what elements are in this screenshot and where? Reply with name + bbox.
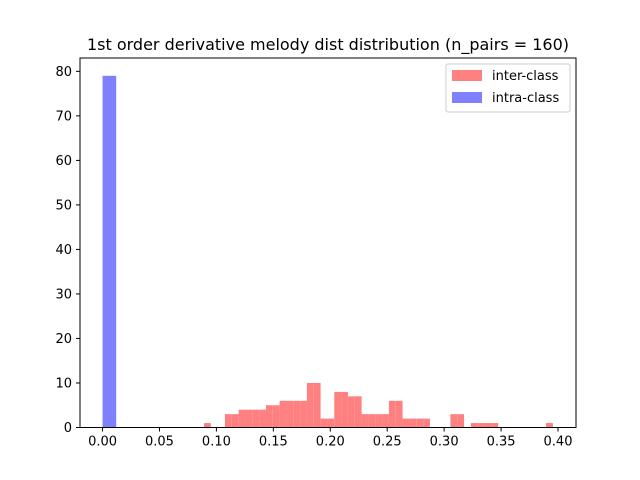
bar-inter-class-10 — [286, 400, 294, 428]
bar-inter-class-32 — [457, 414, 465, 428]
bar-inter-class-4 — [245, 409, 253, 428]
bar-inter-class-26 — [395, 400, 403, 428]
x-tick-label-3: 0.15 — [259, 435, 288, 450]
bar-inter-class-37 — [546, 423, 553, 428]
bar-inter-class-20 — [354, 396, 362, 428]
legend-swatch-inter-class — [452, 70, 482, 81]
bar-inter-class-11 — [293, 400, 301, 428]
y-tick-label-6: 60 — [55, 154, 72, 169]
y-tick-label-3: 30 — [55, 287, 72, 302]
bar-inter-class-31 — [450, 414, 458, 428]
y-tick-label-4: 40 — [55, 243, 72, 258]
bar-inter-class-22 — [368, 414, 376, 428]
y-tick-label-7: 70 — [55, 109, 72, 124]
bar-inter-class-3 — [238, 409, 246, 428]
bar-inter-class-34 — [477, 423, 485, 428]
bar-inter-class-30 — [423, 418, 430, 428]
bar-intra-class-0 — [102, 75, 117, 428]
bars-layer — [102, 75, 553, 428]
y-tick-label-1: 10 — [55, 376, 72, 391]
x-tick-label-2: 0.10 — [202, 435, 231, 450]
legend: inter-class intra-class — [445, 63, 571, 113]
bar-inter-class-14 — [313, 382, 321, 428]
bar-inter-class-12 — [300, 400, 307, 428]
bar-inter-class-25 — [388, 400, 396, 428]
x-tick-label-6: 0.30 — [430, 435, 459, 450]
x-tick-label-1: 0.05 — [145, 435, 174, 450]
bar-inter-class-9 — [279, 400, 287, 428]
bar-inter-class-5 — [252, 409, 260, 428]
y-tick-label-0: 0 — [64, 421, 72, 436]
plot-frame — [79, 57, 577, 428]
y-tick-label-2: 20 — [55, 332, 72, 347]
bar-inter-class-13 — [306, 382, 314, 428]
bar-inter-class-21 — [361, 414, 369, 428]
bar-inter-class-28 — [409, 418, 417, 428]
bar-inter-class-23 — [375, 414, 383, 428]
x-tick-label-7: 0.35 — [487, 435, 516, 450]
y-tick-label-5: 50 — [55, 198, 72, 213]
x-tick-label-4: 0.20 — [316, 435, 345, 450]
y-tick-label-8: 80 — [55, 65, 72, 80]
x-tick-label-5: 0.25 — [373, 435, 402, 450]
x-tick-label-0: 0.00 — [88, 435, 117, 450]
legend-label-intra-class: intra-class — [492, 91, 559, 106]
bar-inter-class-6 — [259, 409, 266, 428]
bar-inter-class-17 — [334, 391, 342, 428]
bar-inter-class-7 — [265, 405, 273, 428]
y-axis-ticks: 0 10 20 30 40 50 60 70 80 — [55, 65, 80, 436]
bar-inter-class-8 — [272, 405, 280, 428]
bar-inter-class-27 — [402, 418, 410, 428]
bar-inter-class-16 — [327, 418, 335, 428]
x-tick-label-8: 0.40 — [544, 435, 573, 450]
bar-inter-class-18 — [341, 391, 348, 428]
bar-inter-class-29 — [416, 418, 424, 428]
bar-inter-class-33 — [470, 423, 478, 428]
legend-swatch-intra-class — [452, 92, 482, 103]
bar-inter-class-1 — [224, 414, 232, 428]
legend-label-inter-class: inter-class — [492, 69, 559, 84]
bar-inter-class-15 — [320, 418, 328, 428]
bar-inter-class-0 — [204, 423, 211, 428]
bar-inter-class-35 — [484, 423, 492, 428]
bar-inter-class-24 — [382, 414, 389, 428]
bar-inter-class-19 — [347, 396, 355, 428]
x-axis-ticks: 0.00 0.05 0.10 0.15 0.20 0.25 0.30 0.35 0.40 — [88, 427, 573, 450]
bar-inter-class-36 — [491, 423, 499, 428]
bar-inter-class-2 — [231, 414, 239, 428]
chart-title: 1st order derivative melody dist distrib… — [87, 35, 569, 55]
